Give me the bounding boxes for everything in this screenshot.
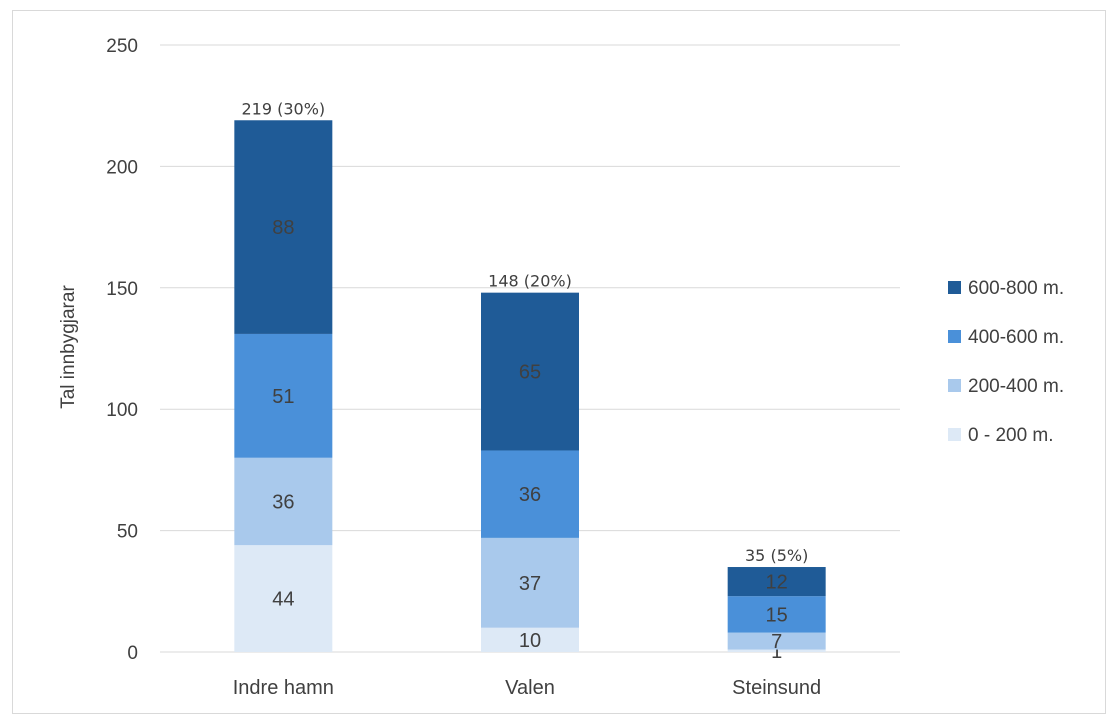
y-tick-label: 100 [106,400,138,421]
x-category-label: Steinsund [732,677,821,699]
legend: 600-800 m. 400-600 m. 200-400 m. 0 - 200 m. [948,278,1064,446]
legend-swatch [948,281,961,294]
bar-segment [481,537,579,628]
bar-segment [727,632,826,650]
y-tick-label: 150 [106,279,138,300]
bar-segment [727,596,826,633]
segment-value-label: 36 [272,491,294,513]
x-category-label: Indre hamn [233,677,334,699]
segment-value-label: 12 [766,572,788,594]
bar-total-label: 148 (20%) [488,272,572,291]
segment-value-label: 15 [766,604,788,626]
y-tick-label: 250 [106,36,138,57]
bar-segment [481,292,579,451]
bar-total-label: 219 (30%) [241,99,325,118]
legend-swatch [948,428,961,441]
y-tick-label: 0 [127,643,138,664]
y-tick-label: 50 [117,522,138,543]
bars: 44 36 51 88 219 (30%) 10 37 36 65 148 (20%) 17 15 12… [234,99,826,663]
segment-value-label: 88 [272,217,294,239]
segment-value-label: 36 [519,484,541,506]
y-axis-label: Tal innbygjarar [58,285,79,409]
legend-swatch [948,379,961,392]
bar-segment [727,649,826,652]
segment-value-label: 10 [519,630,541,652]
legend-swatch [948,330,961,343]
segment-value-label: 44 [272,589,294,611]
segment-value-label: 7 [771,631,782,653]
segment-value-label: 1 [771,641,782,663]
x-axis-categories: Indre hamn Valen Steinsund [233,677,821,699]
bar-segment [234,333,333,458]
segment-value-label: 65 [519,362,541,384]
bar-total-label: 35 (5%) [745,546,808,565]
bar-segment [481,450,579,538]
legend-label: 200-400 m. [968,376,1064,397]
bar-segment [481,627,579,652]
y-tick-label: 200 [106,157,138,178]
x-category-label: Valen [505,677,555,699]
y-axis-ticks: 0 50 100 150 200 250 [106,36,138,664]
segment-value-label: 37 [519,573,541,595]
bar-segment [234,120,333,334]
bar-segment [727,567,826,597]
bar-segment [234,457,333,546]
legend-label: 400-600 m. [968,327,1064,348]
segment-value-label: 51 [272,386,294,408]
legend-label: 0 - 200 m. [968,425,1054,446]
bar-segment [234,545,333,652]
legend-label: 600-800 m. [968,278,1064,299]
